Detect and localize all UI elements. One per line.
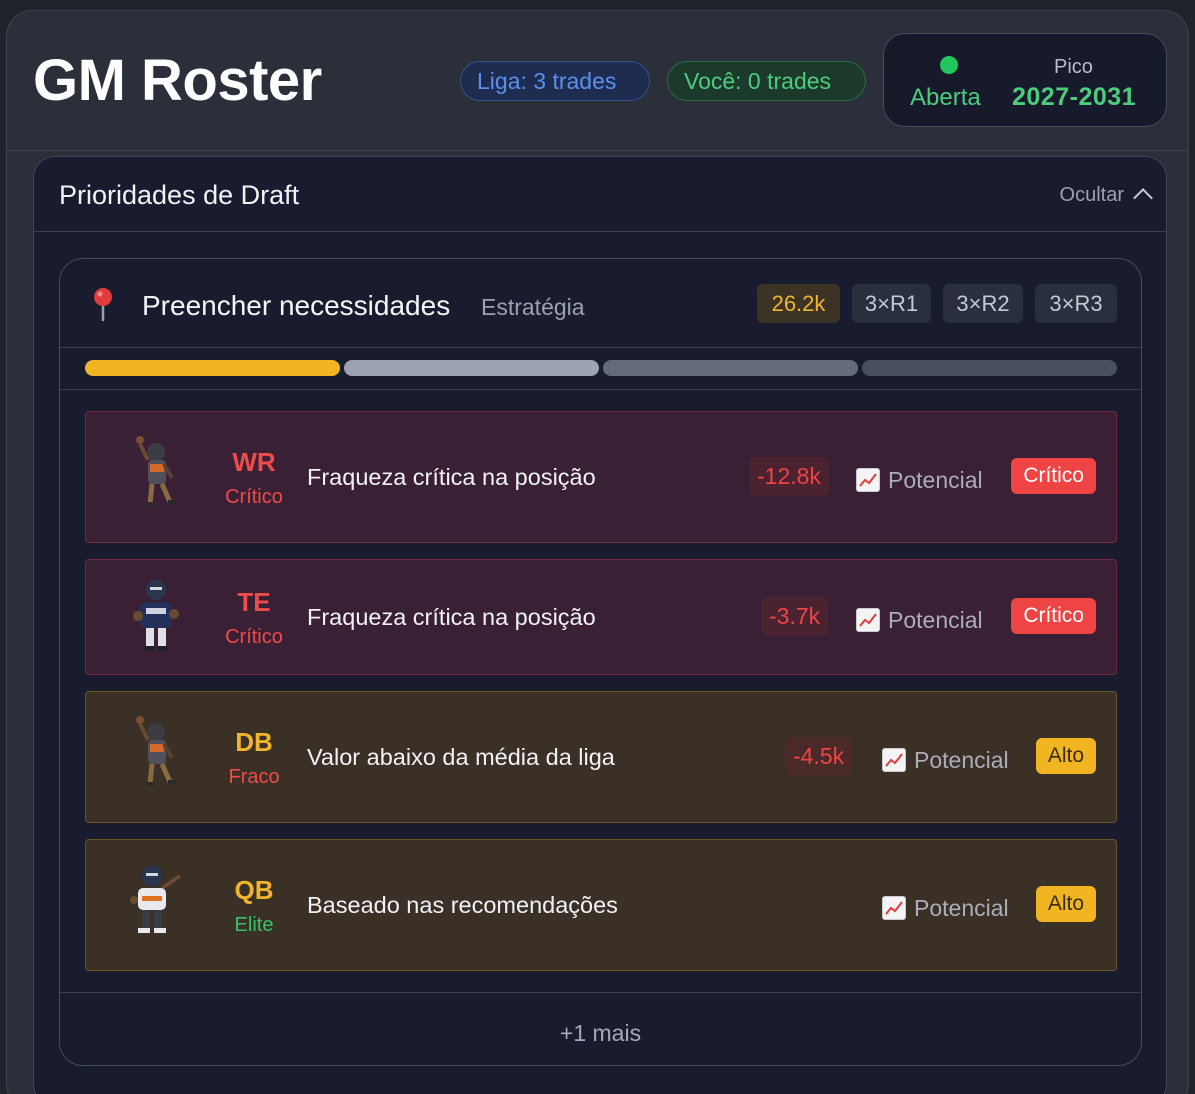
football-player-icon [130,866,182,933]
priority-badge: Alto [1035,738,1096,774]
potential-label: Potencial [882,892,1009,922]
potential-label: Potencial [856,604,983,634]
need-row-te[interactable]: TE Crítico Fraqueza crítica na posição -… [85,559,1117,675]
need-row-db[interactable]: DB Fraco Valor abaixo da média da liga -… [85,691,1117,823]
position-label: QB [234,875,274,905]
potential-text: Potencial [888,467,983,493]
position-label: WR [232,447,276,477]
potential-label: Potencial [856,464,983,494]
hide-label: Ocultar [1059,184,1124,206]
value-delta: -4.5k [785,737,853,776]
grade-label: Elite [234,914,274,936]
round-chip-r1: 3×R1 [852,284,931,323]
app-title: GM Roster [33,48,322,113]
need-row-wr[interactable]: WR Crítico Fraqueza crítica na posição -… [85,411,1117,543]
value-delta: -12.8k [749,457,829,496]
reason-text: Valor abaixo da média da liga [307,744,615,770]
priority-badge: Alto [1035,886,1096,922]
position-label: DB [235,727,273,757]
reason-text: Fraqueza crítica na posição [307,604,596,630]
chart-increasing-icon [856,608,880,632]
your-trades-badge[interactable]: Você: 0 trades [667,61,866,101]
panel-title: Prioridades de Draft [59,180,300,210]
status-label: Aberta [910,84,981,111]
football-player-icon [136,436,176,506]
strategy-title: Preencher necessidades [142,290,451,321]
draft-priorities-panel: Prioridades de Draft Ocultar Preencher n… [33,156,1167,1094]
status-dot-icon [940,56,958,74]
priority-badge: Crítico [1011,598,1096,634]
hide-button[interactable]: Ocultar [1059,179,1153,211]
priority-badge: Crítico [1011,458,1096,494]
chart-increasing-icon [856,468,880,492]
round-chip-r3: 3×R3 [1035,284,1117,323]
progress-segment-3 [603,360,858,376]
panel-header: Prioridades de Draft Ocultar [34,157,1166,232]
grade-label: Crítico [225,486,283,508]
potential-label: Potencial [882,744,1009,774]
football-player-icon [136,716,176,786]
peak-value: 2027-2031 [1012,83,1137,111]
strategy-card: Preencher necessidades Estratégia 26.2k … [59,258,1142,1066]
league-trades-badge[interactable]: Liga: 3 trades [460,61,650,101]
trade-window-status: Aberta Pico 2027-2031 [883,33,1167,127]
progress-segment-2 [344,360,599,376]
football-player-icon [133,580,179,651]
grade-label: Fraco [228,766,280,788]
need-row-qb[interactable]: QB Elite Baseado nas recomendações Poten… [85,839,1117,971]
chart-increasing-icon [882,748,906,772]
reason-text: Fraqueza crítica na posição [307,464,596,490]
strategy-value-chip: 26.2k [757,284,840,323]
chart-increasing-icon [882,896,906,920]
grade-label: Crítico [225,626,283,648]
chevron-up-icon [1133,188,1153,208]
round-chip-r2: 3×R2 [943,284,1023,323]
progress-segment-1 [85,360,340,376]
reason-text: Baseado nas recomendações [307,892,618,918]
pin-icon [94,288,112,322]
potential-text: Potencial [914,747,1009,773]
value-delta: -3.7k [761,597,829,636]
potential-text: Potencial [914,895,1009,921]
app-window: GM Roster Liga: 3 trades Você: 0 trades … [6,10,1189,1094]
header: GM Roster Liga: 3 trades Você: 0 trades … [7,11,1188,151]
position-label: TE [237,587,271,617]
progress-segments [60,348,1141,390]
show-more-button[interactable]: +1 mais [60,992,1141,1065]
potential-text: Potencial [888,607,983,633]
progress-segment-4 [862,360,1117,376]
peak-label: Pico [1054,56,1093,78]
strategy-header: Preencher necessidades Estratégia 26.2k … [60,259,1141,348]
strategy-subtitle: Estratégia [481,294,585,320]
